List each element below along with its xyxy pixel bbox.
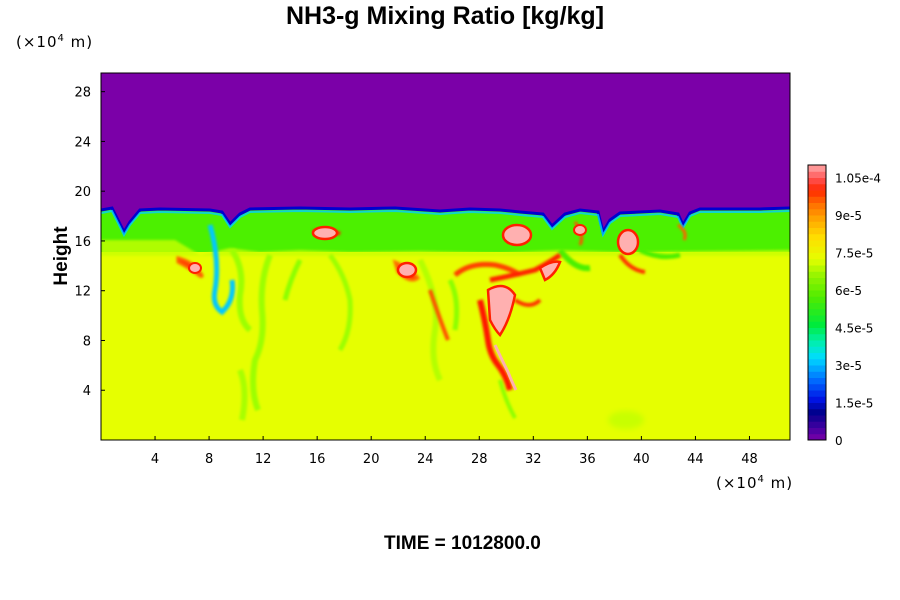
y-tick-label: 12 bbox=[74, 285, 91, 300]
y-tick-label: 4 bbox=[83, 384, 91, 399]
colorbar-band bbox=[808, 283, 826, 291]
colorbar-band bbox=[808, 433, 826, 441]
plot-frame bbox=[100, 72, 791, 441]
colorbar-band bbox=[808, 408, 826, 416]
colorbar-band bbox=[808, 221, 826, 228]
colorbar-band bbox=[808, 377, 826, 385]
colorbar-band bbox=[808, 390, 826, 397]
chart-title: NH3-g Mixing Ratio [kg/kg] bbox=[285, 2, 605, 30]
colorbar-tick-label: 9e-5 bbox=[835, 209, 862, 223]
colorbar-tick-label: 1.05e-4 bbox=[835, 172, 881, 186]
colorbar-band bbox=[808, 190, 826, 197]
colorbar-band bbox=[808, 265, 826, 272]
colorbar-band bbox=[808, 277, 826, 285]
boundary-line bbox=[101, 206, 790, 236]
x-tick-label: 20 bbox=[363, 452, 380, 467]
y-axis-unit: (×104 m) bbox=[16, 33, 94, 51]
colorbar-band bbox=[808, 327, 826, 335]
x-tick-label: 48 bbox=[741, 452, 758, 467]
time-label: TIME = 1012800.0 bbox=[384, 533, 541, 554]
x-tick-label: 44 bbox=[687, 452, 704, 467]
colorbar-band bbox=[808, 271, 826, 278]
plume-features bbox=[207, 224, 681, 421]
colorbar-band bbox=[808, 202, 826, 210]
colorbar-band bbox=[808, 183, 826, 191]
y-tick-label: 16 bbox=[74, 235, 91, 250]
colorbar-band bbox=[808, 352, 826, 360]
upper-layer-region bbox=[101, 73, 790, 232]
colorbar-tick-label: 3e-5 bbox=[835, 359, 862, 373]
colorbar-band bbox=[808, 246, 826, 253]
colorbar-band bbox=[808, 371, 826, 378]
colorbar-band bbox=[808, 340, 826, 347]
x-tick-label: 28 bbox=[471, 452, 488, 467]
colorbar-band bbox=[808, 321, 826, 328]
colorbar-band bbox=[808, 346, 826, 353]
x-tick-label: 8 bbox=[205, 452, 213, 467]
colorbar-band bbox=[808, 415, 826, 422]
colorbar-band bbox=[808, 427, 826, 435]
colorbar-band bbox=[808, 421, 826, 428]
colorbar-band bbox=[808, 290, 826, 297]
colorbar-band bbox=[808, 296, 826, 303]
x-tick-label: 16 bbox=[309, 452, 326, 467]
x-tick-label: 36 bbox=[579, 452, 596, 467]
colorbar-band bbox=[808, 333, 826, 341]
colorbar-band bbox=[808, 258, 826, 266]
x-tick-label: 12 bbox=[255, 452, 272, 467]
colorbar-tick-label: 0 bbox=[835, 434, 843, 448]
colorbar-band bbox=[808, 365, 826, 372]
colorbar-band bbox=[808, 396, 826, 403]
colorbar-band bbox=[808, 302, 826, 310]
y-tick-label: 8 bbox=[83, 334, 91, 349]
colorbar-band bbox=[808, 171, 826, 178]
heatmap-field bbox=[101, 73, 790, 440]
high-concentration-filaments bbox=[176, 221, 687, 391]
y-tick-label: 28 bbox=[74, 86, 91, 101]
colorbar-band bbox=[808, 252, 826, 260]
colorbar-band bbox=[808, 358, 826, 366]
y-tick-label: 20 bbox=[74, 185, 91, 200]
colorbar-band bbox=[808, 233, 826, 241]
colorbar-band bbox=[808, 196, 826, 203]
colorbar-band bbox=[808, 177, 826, 185]
colorbar-band bbox=[808, 215, 826, 222]
colorbar-tick-label: 6e-5 bbox=[835, 284, 862, 298]
colorbar-frame bbox=[807, 164, 827, 441]
colorbar-tick-label: 7.5e-5 bbox=[835, 247, 873, 261]
x-tick-label: 24 bbox=[417, 452, 434, 467]
colorbar: 0 1.5e-5 3e-5 4.5e-5 6e-5 7.5e-5 9e-5 1.05e-4 bbox=[807, 164, 881, 448]
colorbar-band bbox=[808, 165, 826, 172]
colorbar-band bbox=[808, 240, 826, 247]
x-tick-label: 4 bbox=[151, 452, 159, 467]
colorbar-band bbox=[808, 402, 826, 410]
peak-concentration-blobs bbox=[188, 223, 640, 391]
y-axis-ticks: 4 8 12 16 20 24 28 bbox=[74, 86, 105, 399]
colorbar-band bbox=[808, 227, 826, 235]
colorbar-band bbox=[808, 208, 826, 216]
x-axis-unit: (×104 m) bbox=[716, 474, 794, 492]
x-axis-ticks: 4 8 12 16 20 24 28 32 36 40 44 48 bbox=[151, 436, 758, 467]
x-tick-label: 32 bbox=[525, 452, 542, 467]
colorbar-band bbox=[808, 315, 826, 322]
colorbar-tick-label: 1.5e-5 bbox=[835, 397, 873, 411]
colorbar-band bbox=[808, 383, 826, 391]
colorbar-band bbox=[808, 308, 826, 316]
x-tick-label: 40 bbox=[633, 452, 650, 467]
colorbar-tick-label: 4.5e-5 bbox=[835, 322, 873, 336]
y-tick-label: 24 bbox=[74, 135, 91, 150]
